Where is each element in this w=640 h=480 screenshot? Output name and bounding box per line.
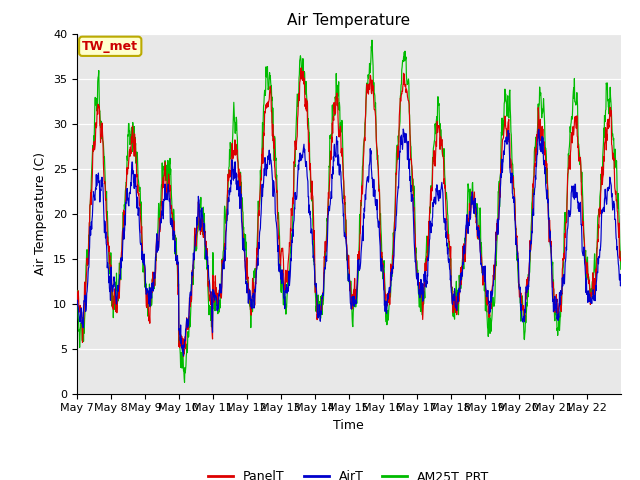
Legend: PanelT, AirT, AM25T_PRT: PanelT, AirT, AM25T_PRT [203, 465, 495, 480]
Text: TW_met: TW_met [82, 40, 138, 53]
Y-axis label: Air Temperature (C): Air Temperature (C) [35, 152, 47, 275]
X-axis label: Time: Time [333, 419, 364, 432]
Title: Air Temperature: Air Temperature [287, 13, 410, 28]
